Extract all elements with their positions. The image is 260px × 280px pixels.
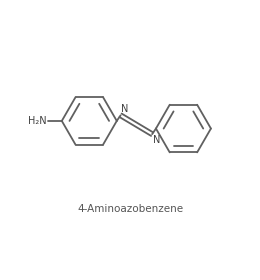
Text: N: N — [121, 104, 129, 114]
Text: N: N — [153, 136, 160, 145]
Text: 4-Aminoazobenzene: 4-Aminoazobenzene — [77, 204, 183, 214]
Text: H₂N: H₂N — [28, 116, 47, 126]
